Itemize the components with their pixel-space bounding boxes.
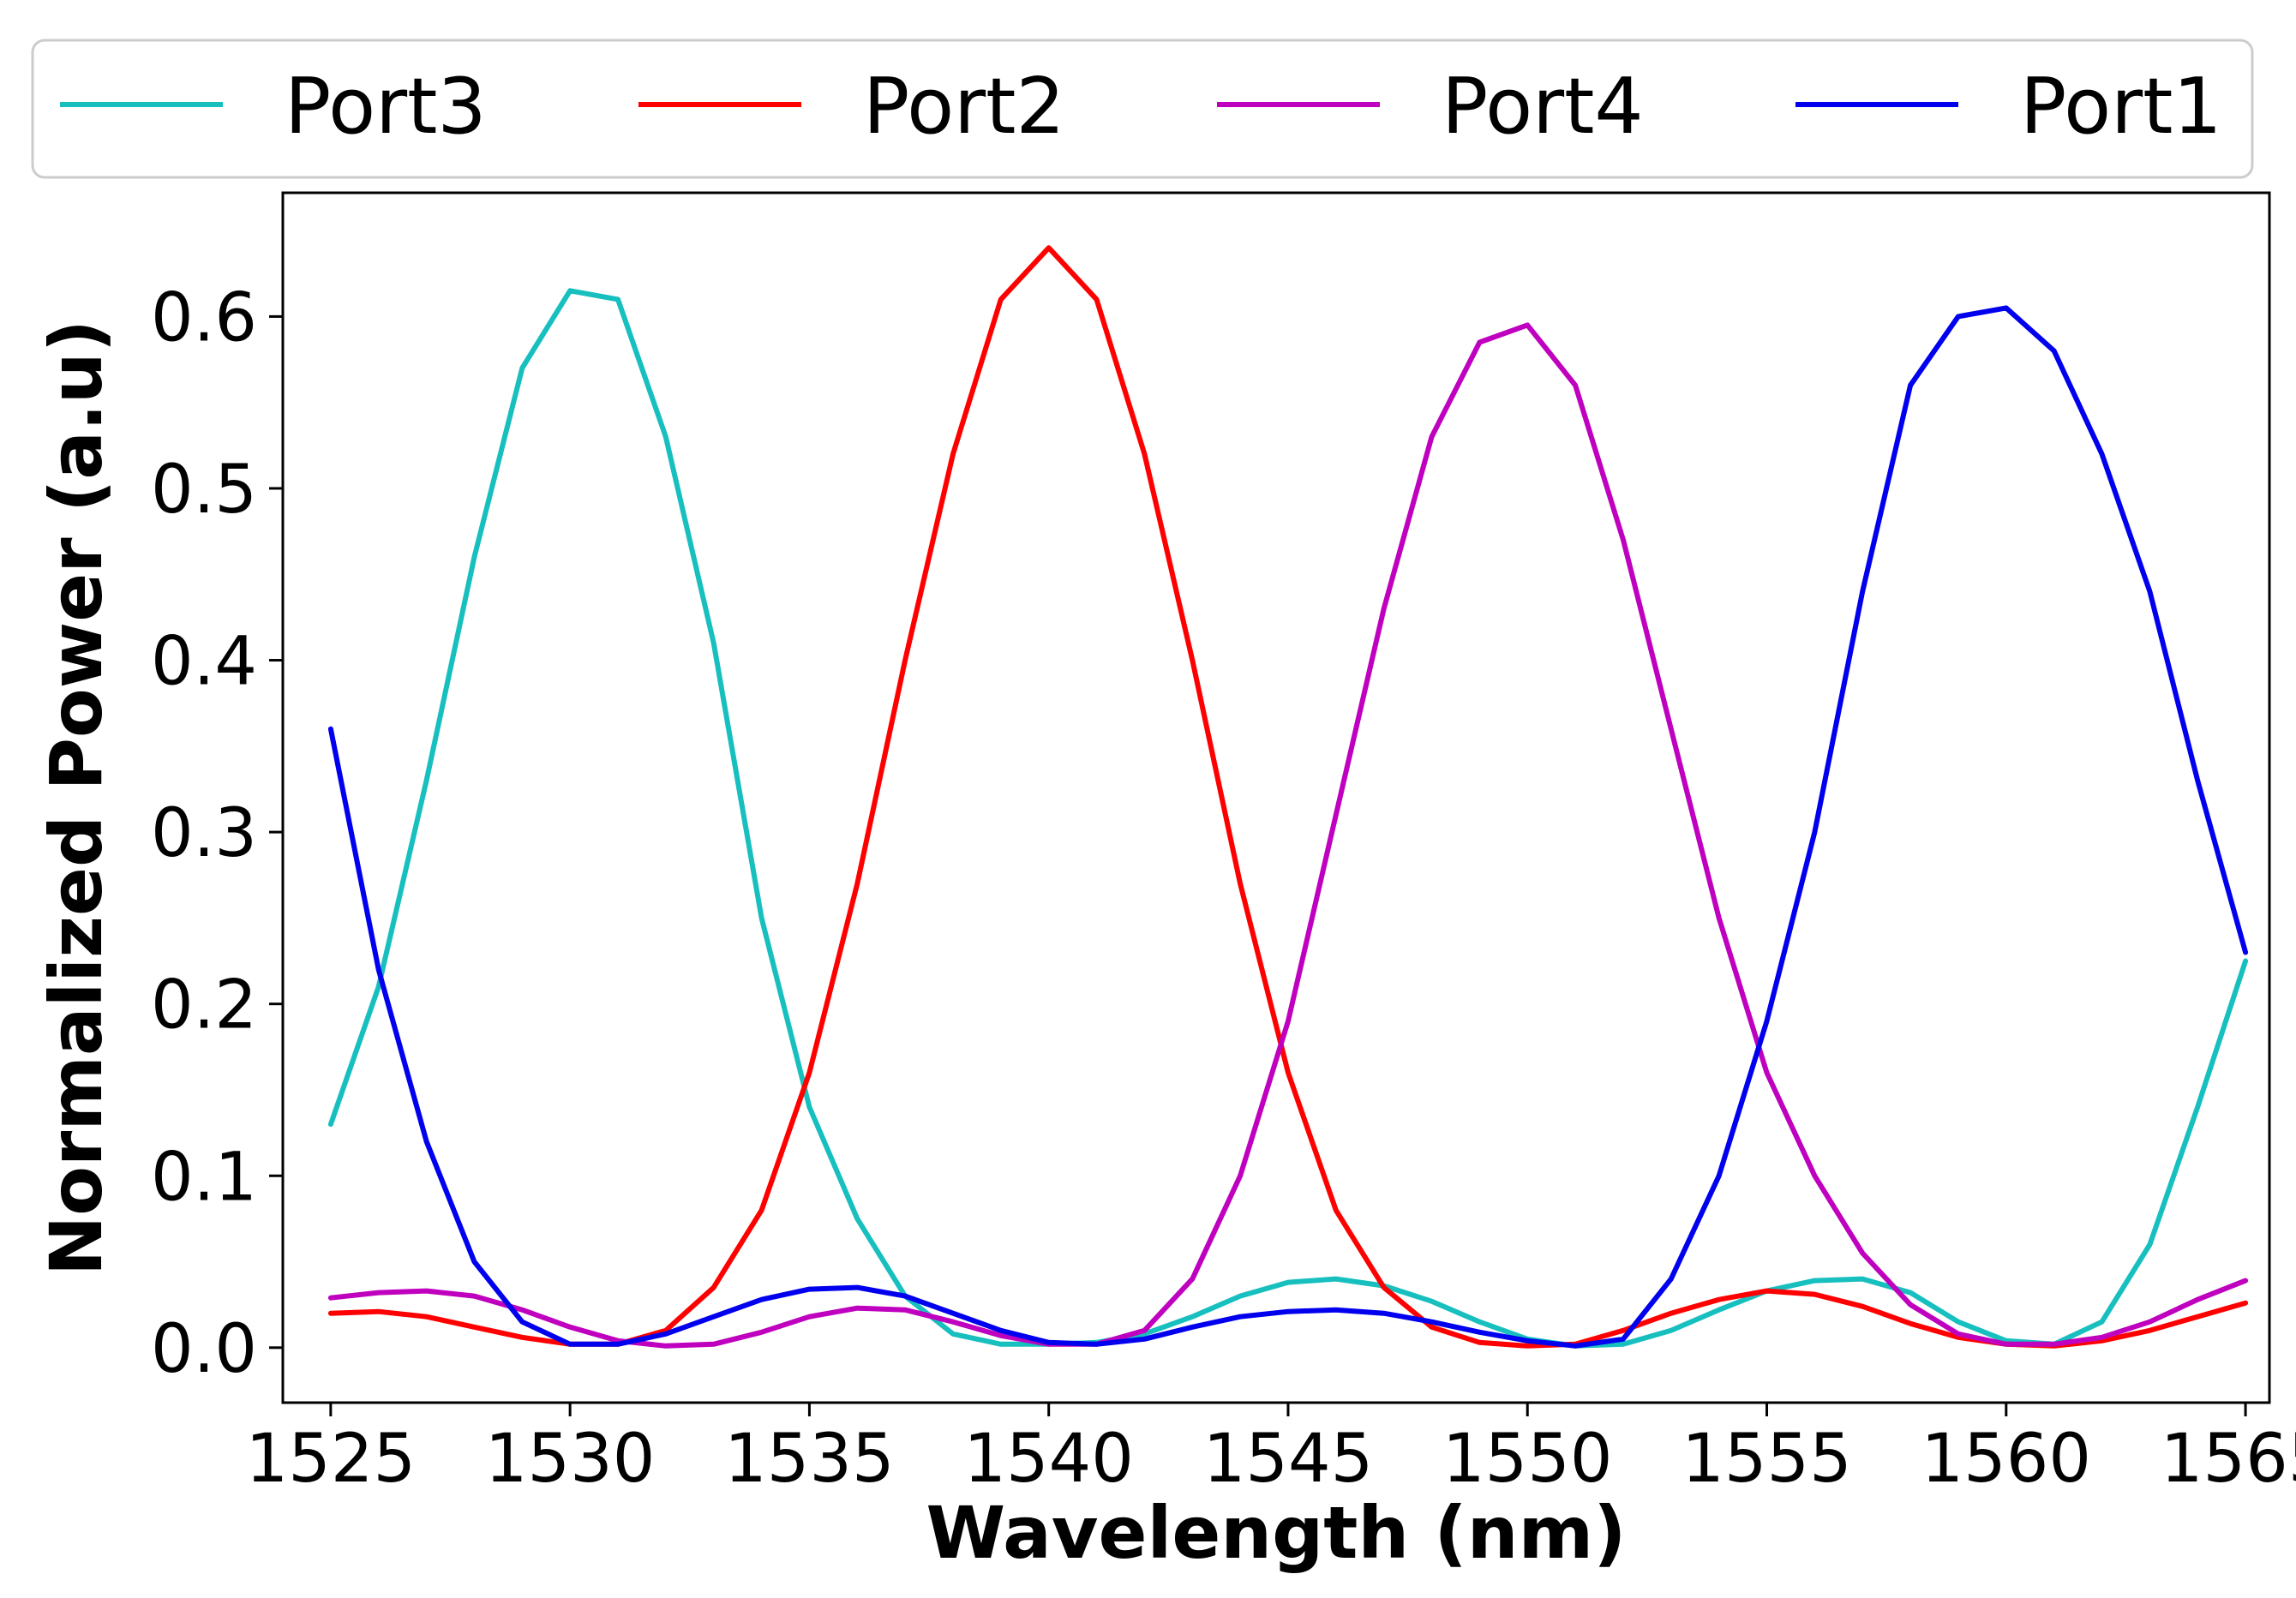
x-axis: 1525 1530 1535 1540 1545 1550 1555 1560 1565 (246, 1403, 2296, 1498)
legend: Port3 Port2 Port4 Port1 (31, 39, 2254, 179)
x-tick-label: 1540 (963, 1421, 1134, 1498)
x-tick-label: 1535 (724, 1421, 895, 1498)
legend-frame (31, 39, 2254, 179)
y-tick-label: 0.3 (151, 795, 257, 872)
x-tick-label: 1530 (485, 1421, 656, 1498)
series-line-port4 (327, 322, 2249, 1349)
y-tick-label: 0.1 (151, 1139, 257, 1216)
x-tick-label: 1560 (1921, 1421, 2092, 1498)
y-tick-label: 0.0 (151, 1311, 257, 1388)
series-line-port1 (327, 305, 2249, 1349)
x-tick-label: 1565 (2161, 1421, 2296, 1498)
legend-items: Port3 Port2 Port4 Port1 (60, 62, 2222, 152)
y-axis: 0.0 0.1 0.2 0.3 0.4 0.5 0.6 (151, 279, 283, 1388)
y-tick-label: 0.4 (151, 624, 257, 701)
x-axis-title: Wavelength (nm) (926, 1491, 1626, 1575)
x-tick-label: 1525 (246, 1421, 417, 1498)
x-tick-label: 1550 (1442, 1421, 1613, 1498)
legend-label-port4: Port4 (1442, 62, 1644, 152)
y-tick-label: 0.5 (151, 452, 257, 529)
plot-frame (281, 191, 2271, 1404)
legend-label-port3: Port3 (285, 62, 487, 152)
y-tick-label: 0.2 (151, 967, 257, 1044)
plot-series (327, 245, 2249, 1349)
y-tick-label: 0.6 (151, 279, 257, 356)
series-line-port3 (327, 288, 2249, 1349)
x-tick-label: 1545 (1203, 1421, 1374, 1498)
x-tick-label: 1555 (1682, 1421, 1852, 1498)
legend-label-port1: Port1 (2020, 62, 2222, 152)
y-axis-title: Normalized Power (a.u) (34, 320, 118, 1276)
legend-label-port2: Port2 (863, 62, 1065, 152)
